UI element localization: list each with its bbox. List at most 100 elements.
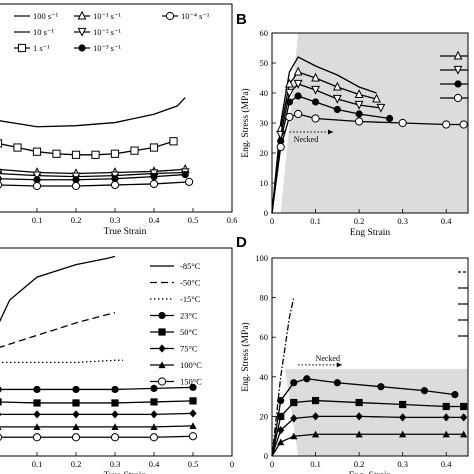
- legend: [440, 50, 468, 103]
- data-point: [459, 120, 468, 129]
- series-line: [0, 412, 194, 416]
- legend-marker: [453, 93, 463, 103]
- data-point: [332, 94, 342, 104]
- x-tick-label: 0.4: [149, 459, 160, 469]
- data-point: [72, 410, 80, 419]
- panel-a: 0.1 0.2 0.3 0.4 0.5 0.6 True Strain 100 s⁻¹ 10⁻¹…: [0, 3, 237, 237]
- x-tick-label: 0.1: [32, 215, 43, 225]
- data-point: [311, 98, 320, 106]
- legend-marker: [77, 10, 87, 20]
- legend-marker: [17, 43, 27, 53]
- series-2: [271, 375, 459, 457]
- necked-region: [280, 33, 468, 213]
- y-tick-label: 40: [260, 88, 269, 98]
- data-point: [451, 391, 459, 399]
- x-tick-label: 0.4: [441, 459, 452, 469]
- data-point: [277, 396, 285, 405]
- data-point: [32, 147, 42, 156]
- plot-frame: [271, 257, 469, 457]
- y-axis-label: Eng. Stress (MPa): [240, 88, 251, 157]
- legend-label: 10⁻² s⁻¹: [93, 27, 121, 37]
- data-point: [311, 72, 320, 82]
- data-point: [150, 398, 158, 406]
- series-5: [271, 430, 468, 457]
- legend-label: 1 s⁻¹: [33, 43, 50, 53]
- data-point: [32, 433, 42, 442]
- data-point: [376, 103, 386, 113]
- y-tick-label: 0: [264, 208, 268, 218]
- y-axis-label: Eng. Stress (MPa): [240, 322, 251, 391]
- legend-entry: 75°C: [150, 344, 198, 354]
- series-line: [0, 140, 174, 156]
- data-point: [150, 423, 158, 430]
- data-point: [293, 66, 303, 76]
- series-line: [271, 95, 390, 214]
- data-point: [149, 433, 159, 442]
- legend-entry: -50°C: [150, 278, 201, 288]
- legend-label: 100 s⁻¹: [33, 11, 59, 21]
- legend-entry: 150°C: [150, 377, 202, 387]
- data-point: [130, 146, 139, 155]
- x-tick-label: 0.4: [441, 216, 452, 226]
- legend-entry: 10⁻² s⁻¹: [74, 27, 121, 37]
- legend-marker: [158, 328, 166, 336]
- data-point: [71, 181, 81, 191]
- x-tick-label: 0.4: [149, 215, 160, 225]
- series-line: [271, 71, 377, 214]
- y-tick-label: 30: [260, 118, 269, 128]
- data-point: [399, 413, 407, 422]
- series-7: [0, 422, 197, 430]
- series-5: [0, 170, 189, 184]
- necked-region: [285, 368, 468, 456]
- data-point: [332, 81, 342, 91]
- series-1: [0, 255, 116, 323]
- legend: -85°C -50°C -15°C 23°C 50°C 75°C 100°C 150°C: [150, 261, 202, 387]
- data-point: [0, 181, 3, 189]
- x-tick-label: 0.1: [310, 216, 321, 226]
- data-point: [111, 410, 119, 419]
- data-point: [333, 379, 341, 387]
- series-line: [271, 378, 456, 457]
- data-point: [0, 139, 3, 148]
- legend-marker: [158, 311, 166, 320]
- data-point: [355, 117, 364, 126]
- data-point: [303, 375, 311, 383]
- series-1: [0, 97, 186, 128]
- legend-entry: 10 s⁻¹: [14, 27, 54, 37]
- legend-marker: [158, 361, 166, 369]
- legend-label: 150°C: [180, 377, 202, 387]
- series-6: [0, 409, 197, 419]
- panel-b: 0 0.1 0.2 0.3 0.4 0 10 20 30 40 50 60 Eng Strain Eng.…: [240, 28, 469, 238]
- data-point: [189, 397, 197, 405]
- data-point: [460, 402, 468, 411]
- legend-label: 10⁻⁴ s⁻¹: [181, 11, 210, 21]
- data-point: [189, 422, 197, 429]
- x-axis-label: True Strain: [104, 227, 147, 237]
- legend-entry: 10⁻⁴ s⁻¹: [162, 11, 210, 21]
- data-point: [355, 398, 363, 407]
- legend-entry: 50°C: [150, 327, 198, 337]
- x-tick-label: 0.1: [310, 459, 321, 469]
- data-point: [150, 410, 158, 419]
- series-8: [0, 432, 198, 442]
- legend-marker: [453, 50, 463, 60]
- data-point: [169, 137, 178, 146]
- panel-d: 0 0.1 0.2 0.3 0.4 0 20 40 60 80 100 Eng. Strain Eng.…: [240, 253, 469, 474]
- series-line: [271, 56, 377, 214]
- data-point: [0, 433, 3, 441]
- data-point: [399, 430, 407, 438]
- series-6: [0, 177, 194, 191]
- series-line: [0, 435, 194, 438]
- legend-entry: 1 s⁻¹: [14, 43, 50, 53]
- legend-label: 10 s⁻¹: [33, 27, 54, 37]
- y-tick-label: 100: [255, 253, 268, 263]
- legend-marker: [78, 44, 86, 52]
- data-point: [311, 85, 320, 95]
- legend-entry: 100 s⁻¹: [14, 11, 59, 21]
- data-point: [355, 412, 363, 421]
- data-point: [294, 109, 303, 119]
- data-point: [111, 399, 119, 407]
- series-line: [0, 425, 194, 428]
- data-point: [377, 383, 385, 391]
- legend-marker: [454, 80, 462, 88]
